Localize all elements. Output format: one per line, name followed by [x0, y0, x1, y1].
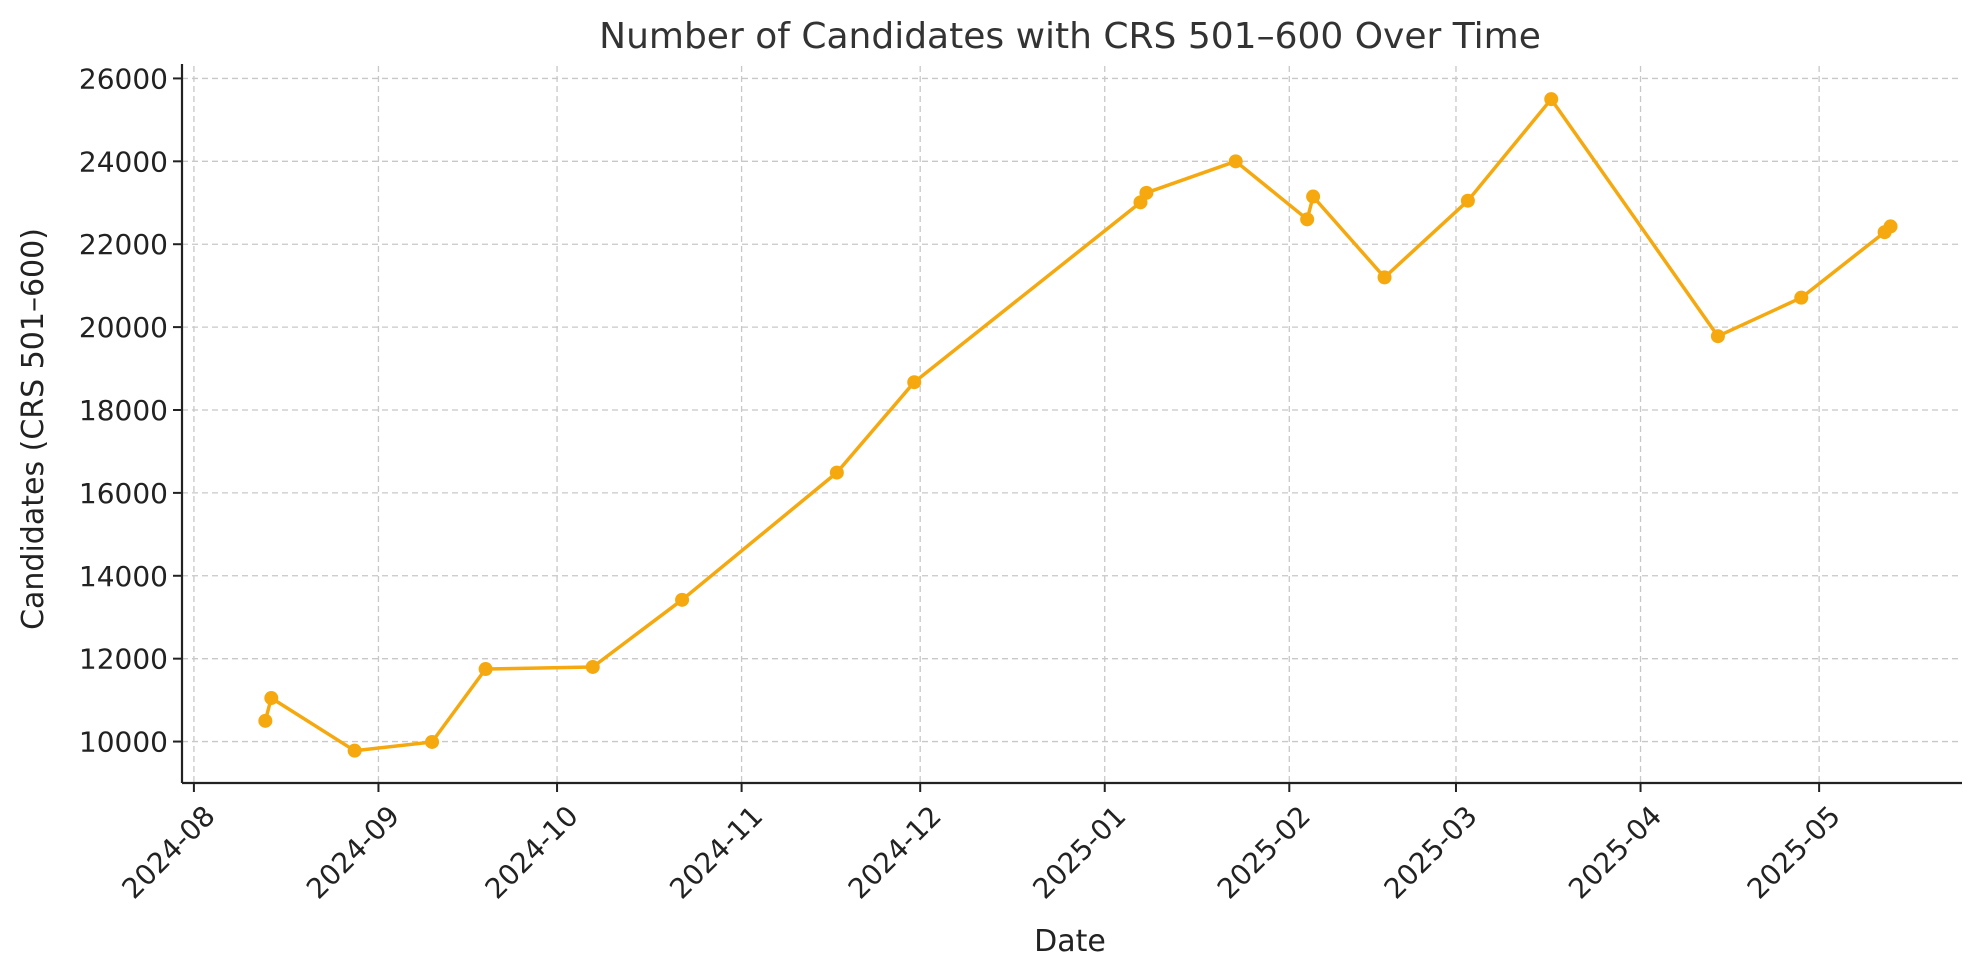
x-tick-label: 2025-04 — [1562, 799, 1668, 905]
x-tick-label: 2024-12 — [842, 799, 948, 905]
data-point — [1544, 92, 1559, 107]
data-point — [829, 465, 844, 480]
x-tick-label: 2025-05 — [1741, 799, 1847, 905]
data-point — [1710, 329, 1725, 344]
series-line — [263, 97, 1892, 753]
grid-layer — [182, 66, 1962, 783]
x-tick-label: 2025-01 — [1026, 799, 1132, 905]
ticks-layer: 10000 12000 14000 16000 18000 20000 22000 24000… — [79, 62, 1847, 905]
x-tick-label: 2024-10 — [479, 799, 585, 905]
data-point — [258, 713, 273, 728]
y-tick-label: 26000 — [79, 62, 168, 95]
y-tick-label: 16000 — [79, 477, 168, 510]
x-tick-label: 2025-02 — [1211, 799, 1317, 905]
data-point — [264, 691, 279, 706]
data-point — [1139, 185, 1154, 200]
series-layer — [258, 92, 1898, 758]
data-point — [585, 659, 600, 674]
data-point — [425, 734, 440, 749]
y-axis-label: Candidates (CRS 501–600) — [16, 228, 51, 630]
x-tick-label: 2024-08 — [115, 799, 221, 905]
x-axis-label: Date — [1034, 924, 1106, 959]
data-point — [1883, 219, 1898, 234]
y-tick-label: 20000 — [79, 311, 168, 344]
axes-layer — [180, 64, 1962, 785]
y-tick-label: 14000 — [79, 560, 168, 593]
x-tick-label: 2024-09 — [300, 799, 406, 905]
y-tick-label: 10000 — [79, 726, 168, 759]
data-point — [1300, 212, 1315, 227]
y-tick-label: 24000 — [79, 145, 168, 178]
y-tick-label: 12000 — [79, 643, 168, 676]
data-point — [1377, 270, 1392, 285]
data-point — [1794, 290, 1809, 305]
data-point — [907, 375, 922, 390]
data-point — [1460, 193, 1475, 208]
data-point — [675, 592, 690, 607]
data-point — [347, 743, 362, 758]
chart-title: Number of Candidates with CRS 501–600 Ov… — [599, 16, 1541, 57]
data-point — [1228, 154, 1243, 169]
x-tick-label: 2024-11 — [663, 799, 769, 905]
data-point — [478, 662, 493, 677]
y-tick-label: 18000 — [79, 394, 168, 427]
y-tick-label: 22000 — [79, 228, 168, 261]
data-point — [1306, 189, 1321, 204]
x-tick-label: 2025-03 — [1378, 799, 1484, 905]
